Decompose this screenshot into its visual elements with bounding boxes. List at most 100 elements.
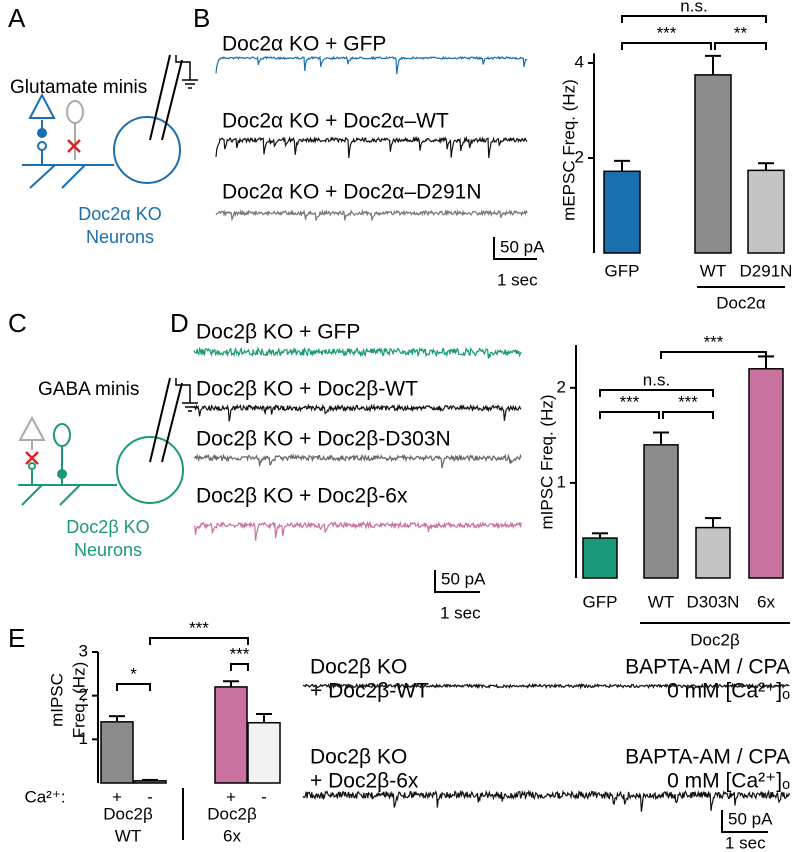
bar — [748, 368, 784, 579]
significance-label: *** — [189, 618, 209, 637]
scale-bar — [434, 237, 768, 833]
cell-label: Neurons — [74, 540, 142, 560]
cell-label: Doc2α KO — [78, 204, 161, 224]
trace — [193, 520, 522, 541]
y-tick-label: 2 — [79, 685, 88, 704]
x-tick-label: - — [261, 787, 267, 806]
cell-label: Neurons — [86, 227, 154, 247]
y-axis-label: mIPSC — [47, 673, 66, 727]
condition-label: BAPTA-AM / CPA — [625, 746, 790, 769]
y-tick-label: 2 — [557, 377, 566, 396]
significance-bracket — [660, 351, 767, 359]
trace-label: Doc2α KO + GFP — [222, 33, 386, 56]
panel-label: D — [170, 308, 189, 338]
y-axis-label: mIPSC Freq. (Hz) — [537, 394, 556, 529]
significance-label: *** — [230, 644, 250, 663]
trace-label: Doc2β KO — [310, 746, 407, 769]
y-axis-label: mEPSC Freq. (Hz) — [559, 79, 578, 221]
trace-label: + Doc2β-WT — [310, 680, 429, 703]
trace-label: Doc2β KO + Doc2β-WT — [196, 378, 418, 401]
trace — [302, 789, 790, 812]
trace-label: Doc2β KO + GFP — [196, 321, 360, 344]
trace-label: Doc2β KO — [310, 656, 407, 679]
significance-label: n.s. — [643, 370, 670, 389]
significance-bracket — [714, 42, 767, 50]
row-label: Ca²⁺: — [24, 787, 65, 806]
x-tick-label: WT — [700, 261, 726, 280]
scale-label: 50 pA — [728, 809, 773, 828]
group-label: 6x — [223, 826, 241, 845]
x-tick-label: D303N — [687, 592, 740, 611]
diagram-title: Glutamate minis — [10, 77, 147, 98]
significance-label: *** — [620, 392, 640, 411]
bar — [214, 686, 248, 784]
trace-label: Doc2β KO + Doc2β-6x — [196, 485, 408, 508]
panel-label: B — [193, 3, 210, 33]
trace-label: Doc2β KO + Doc2β-D303N — [196, 428, 451, 451]
trace — [215, 55, 528, 75]
trace — [215, 135, 528, 158]
bar — [603, 170, 641, 254]
x-tick-label: GFP — [605, 261, 640, 280]
panel-label: E — [8, 623, 25, 653]
significance-bracket — [149, 637, 249, 645]
traces — [193, 55, 790, 812]
x-tick-label: - — [147, 787, 153, 806]
x-tick-label: WT — [648, 592, 674, 611]
bar — [747, 169, 785, 254]
cell-label: Doc2β KO — [66, 517, 149, 537]
bar — [582, 537, 618, 579]
bar — [694, 74, 732, 254]
scale-label: 50 pA — [441, 569, 486, 588]
y-tick-label: 1 — [79, 729, 88, 748]
x-tick-label: + — [226, 787, 236, 806]
significance-bracket — [599, 411, 660, 419]
x-tick-label: GFP — [583, 592, 618, 611]
y-axis-label: Freq. (Hz) — [69, 662, 88, 739]
significance-bracket — [621, 42, 712, 50]
scale-label: 1 sec — [440, 603, 481, 622]
significance-bracket — [621, 15, 767, 23]
group-label: Doc2β — [207, 804, 257, 823]
scale-label: 1 sec — [497, 270, 538, 289]
group-label: WT — [115, 826, 141, 845]
condition-label: 0 mM [Ca²⁺]ₒ — [667, 680, 790, 703]
significance-bracket — [116, 683, 151, 691]
trace — [215, 208, 528, 222]
x-tick-label: 6x — [757, 592, 775, 611]
significance-bracket — [230, 663, 249, 671]
panel-label: C — [8, 308, 27, 338]
scale-label: 1 sec — [725, 833, 766, 852]
group-label: Doc2α — [716, 293, 766, 312]
condition-label: BAPTA-AM / CPA — [625, 656, 790, 679]
trace — [193, 346, 522, 359]
condition-label: 0 mM [Ca²⁺]ₒ — [667, 770, 790, 793]
y-tick-label: 2 — [575, 147, 584, 166]
significance-bracket — [662, 411, 714, 419]
significance-label: n.s. — [680, 0, 707, 15]
trace-label: Doc2α KO + Doc2α–WT — [222, 110, 449, 133]
significance-bracket — [599, 389, 714, 397]
bar — [133, 780, 167, 784]
group-label: Doc2β — [690, 630, 740, 649]
trace — [302, 682, 790, 690]
diagram-c: GABA minis Doc2β KO Neurons — [18, 377, 198, 560]
trace — [193, 403, 522, 422]
trace-label: + Doc2β-6x — [310, 770, 419, 793]
scale-label: 50 pA — [500, 237, 545, 256]
bar — [643, 444, 679, 579]
significance-label: * — [130, 664, 137, 683]
x-tick-label: D291N — [740, 261, 793, 280]
bar — [247, 721, 281, 784]
significance-label: *** — [704, 332, 724, 351]
bar — [695, 526, 731, 579]
diagram-title: GABA minis — [38, 379, 139, 400]
y-tick-label: 3 — [79, 641, 88, 660]
x-tick-label: + — [112, 787, 122, 806]
trace — [193, 453, 522, 469]
y-tick-label: 4 — [575, 52, 584, 71]
significance-label: ** — [734, 23, 748, 42]
group-label: Doc2β — [103, 804, 153, 823]
trace-label: Doc2α KO + Doc2α–D291N — [222, 181, 482, 204]
